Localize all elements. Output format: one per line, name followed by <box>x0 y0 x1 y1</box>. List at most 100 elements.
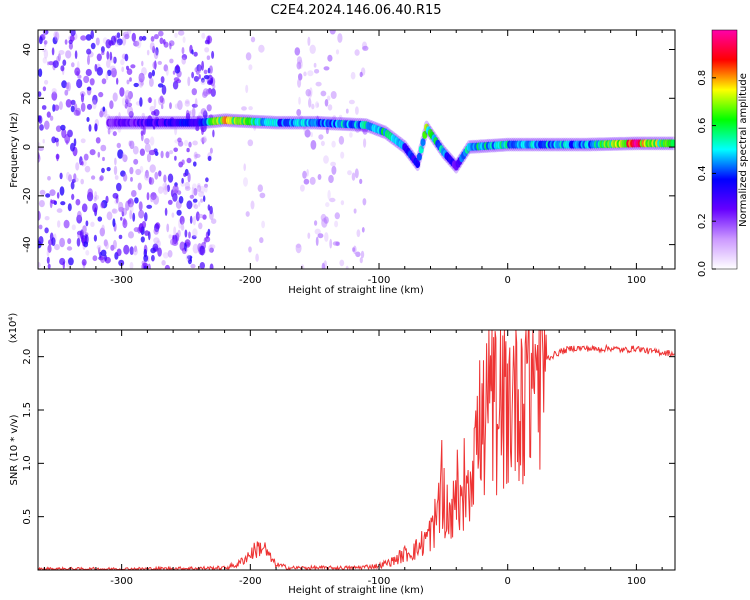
spectrogram-speckle <box>166 223 170 233</box>
spectrogram-speckle <box>44 120 50 130</box>
spectrogram-speckle <box>67 238 72 245</box>
spectrogram-speckle <box>162 182 168 191</box>
spectrogram-speckle <box>46 61 50 66</box>
spectrogram-speckle <box>91 175 96 180</box>
spectrogram-speckle <box>140 236 145 243</box>
spectrogram-speckle <box>359 178 363 184</box>
spectrogram-speckle <box>92 255 98 262</box>
spectrogram-speckle <box>69 35 75 42</box>
colorbar-gradient <box>711 29 738 270</box>
spectrogram-speckle <box>80 138 86 144</box>
spectrogram-speckle <box>338 135 345 145</box>
spectrogram-speckle <box>205 88 213 95</box>
spectrogram-speckle <box>152 243 159 252</box>
spectrogram-speckle <box>59 237 65 248</box>
spectrogram-speckle <box>74 177 79 182</box>
spectrogram-marks <box>38 30 675 269</box>
spectrogram-speckle <box>127 91 133 100</box>
spectrogram-speckle <box>38 68 43 77</box>
spectrogram-speckle <box>309 44 316 54</box>
spectrogram-speckle <box>153 98 157 109</box>
spectrogram-speckle <box>146 153 152 163</box>
spectrogram-speckle <box>149 42 155 51</box>
spectrogram-speckle <box>75 198 81 206</box>
spectrogram-speckle <box>186 157 192 164</box>
spectrogram-speckle <box>54 137 59 143</box>
spectrogram-speckle <box>354 49 360 56</box>
spectrogram-x-tick-label: 100 <box>627 275 646 286</box>
spectrogram-speckle <box>174 103 180 109</box>
spectrogram-speckle <box>38 154 41 163</box>
snr-x-label: Height of straight line (km) <box>288 585 424 596</box>
spectrogram-speckle <box>51 88 57 94</box>
spectrogram-speckle <box>200 198 204 203</box>
spectrogram-speckle <box>184 99 190 104</box>
spectrogram-speckle <box>188 110 195 117</box>
spectrogram-speckle <box>86 117 90 122</box>
spectrogram-speckle <box>68 174 72 182</box>
colorbar-ticks: 0.0 0.2 0.4 0.6 0.8 <box>697 70 716 277</box>
spectrogram-speckle <box>174 125 178 136</box>
spectrogram-speckle <box>120 216 123 221</box>
spectrogram-speckle <box>48 61 54 66</box>
spectrogram-speckle <box>38 142 41 147</box>
spectrogram-speckle <box>211 50 215 59</box>
spectrogram-speckle <box>176 209 182 216</box>
spectrogram-speckle <box>52 60 59 68</box>
spectrogram-speckle <box>146 49 150 56</box>
spectrogram-speckle <box>148 177 155 185</box>
spectrogram-speckle <box>96 245 102 250</box>
spectrogram-speckle <box>257 184 263 192</box>
spectrogram-speckle <box>99 175 104 181</box>
spectrogram-speckle <box>351 172 356 181</box>
spectrogram-speckle <box>81 259 87 266</box>
spectrogram-speckle <box>116 32 121 39</box>
spectrogram-speckle <box>192 140 198 146</box>
spectrogram-speckle <box>38 210 41 221</box>
spectrogram-speckle <box>150 192 157 201</box>
spectrogram-speckle <box>106 59 111 68</box>
spectrogram-speckle <box>177 229 181 238</box>
spectrogram-speckle <box>95 37 100 46</box>
spectrogram-speckle <box>144 172 150 181</box>
spectrogram-speckle <box>134 197 139 204</box>
spectrogram-speckle <box>90 30 94 40</box>
spectrogram-speckle <box>176 79 182 84</box>
spectrogram-speckle <box>85 220 89 227</box>
spectrogram-speckle <box>339 259 345 267</box>
spectrogram-speckle <box>127 106 134 116</box>
spectrogram-speckle <box>189 194 195 199</box>
spectrogram-y-label: Frequency (Hz) <box>9 112 20 188</box>
spectrogram-speckle <box>315 101 319 109</box>
spectrogram-speckle <box>132 145 139 155</box>
spectrogram-speckle <box>255 253 259 262</box>
spectrogram-speckle <box>327 54 333 62</box>
spectrogram-speckle <box>43 40 48 45</box>
spectrogram-speckle <box>154 151 159 157</box>
spectrogram-speckle <box>181 47 185 55</box>
spectrogram-speckle <box>330 91 337 99</box>
spectrogram-speckle <box>60 124 66 131</box>
spectrogram-speckle <box>126 68 133 75</box>
spectrogram-speckle <box>197 183 201 188</box>
spectrogram-speckle <box>119 87 125 97</box>
spectrogram-speckle <box>317 174 322 180</box>
spectrogram-speckle <box>38 224 43 230</box>
spectrogram-speckle <box>153 195 159 205</box>
spectrogram-speckle <box>195 126 200 132</box>
spectrogram-speckle <box>300 184 305 192</box>
snr-y-tick-label: 2.0 <box>22 349 33 365</box>
spectrogram-speckle <box>199 185 206 194</box>
spectrogram-speckle <box>203 195 206 202</box>
spectrogram-speckle <box>155 222 161 230</box>
spectrogram-speckle <box>193 161 197 167</box>
spectrogram-speckle <box>126 79 130 85</box>
spectrogram-speckle <box>77 74 82 79</box>
spectrogram-speckle <box>65 82 70 90</box>
spectrogram-speckle <box>101 78 107 85</box>
spectrogram-speckle <box>81 161 84 166</box>
spectrogram-speckle <box>144 212 148 222</box>
spectrogram-speckle <box>76 78 83 89</box>
spectrogram-speckle <box>59 186 65 196</box>
spectrogram-speckle <box>179 241 186 251</box>
